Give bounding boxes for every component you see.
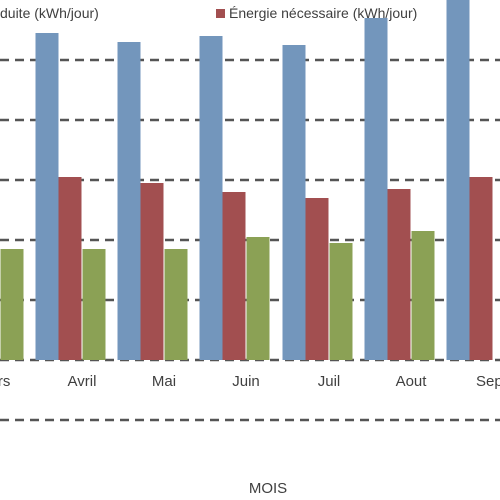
legend-swatch-needed [216,9,225,18]
legend-label-needed: Énergie nécessaire (kWh/jour) [229,5,417,21]
bar-s1-juin [222,192,246,360]
bar-s0-juil [282,45,306,360]
x-tick-label-avril: Avril [68,373,97,390]
bars [0,0,493,360]
bar-s0-mai [117,42,141,360]
bar-s0-aout [364,18,388,360]
x-tick-label-juin: Juin [232,373,260,390]
bar-s2-mai [164,249,188,360]
x-tick-label-sept: Sep [476,373,500,390]
x-tick-label-aout: Aout [396,373,428,390]
x-axis-title: MOIS [249,480,287,497]
x-tick-label-juil: Juil [318,373,341,390]
bar-s1-mai [140,183,164,360]
bar-s2-aout [411,231,435,360]
bar-s0-juin [199,36,223,360]
bar-s1-juil [305,198,329,360]
category-ticks: ars Avril Mai Juin Juil Aout Sep [0,373,500,390]
bar-s2-mars [0,249,24,360]
x-tick-label-mars: ars [0,373,10,390]
legend: duite (kWh/jour) Énergie nécessaire (kWh… [0,5,417,21]
x-tick-label-mai: Mai [152,373,176,390]
bar-s1-aout [387,189,411,360]
legend-label-produced: duite (kWh/jour) [0,5,99,21]
bar-s0-avril [35,33,59,360]
bar-s1-avril [58,177,82,360]
bar-s1-sept [469,177,493,360]
bar-s0-sept [446,0,470,360]
bar-s2-avril [82,249,106,360]
bar-s2-juin [246,237,270,360]
bar-s2-juil [329,243,353,360]
